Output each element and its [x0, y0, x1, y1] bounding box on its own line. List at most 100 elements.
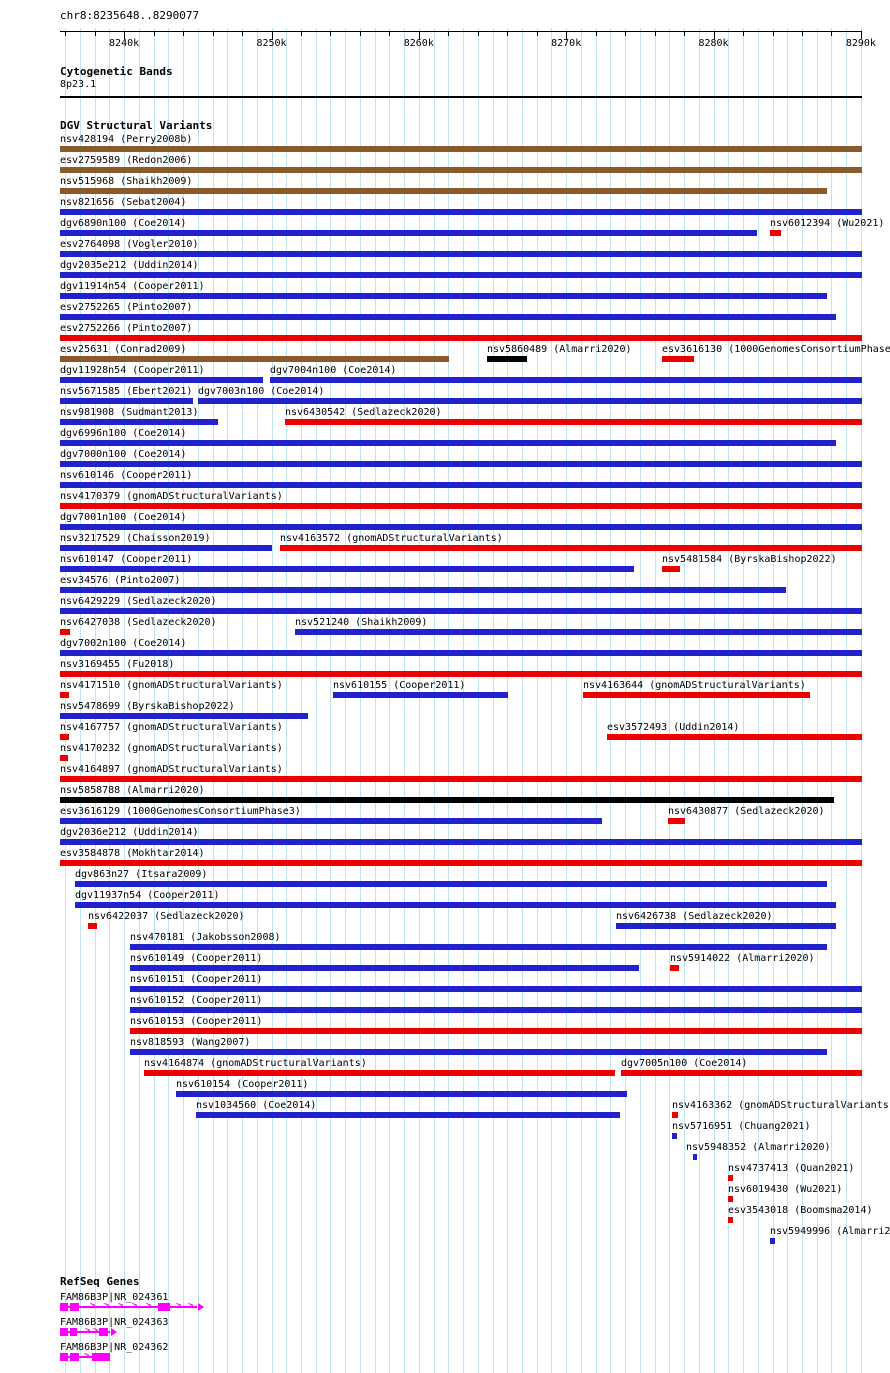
- variant-bar[interactable]: [60, 692, 69, 698]
- gene-exon[interactable]: [60, 1303, 68, 1311]
- variant-bar[interactable]: [144, 1070, 615, 1076]
- grid-line: [698, 28, 700, 1373]
- grid-line: [330, 28, 332, 1373]
- variant-bar[interactable]: [60, 398, 193, 404]
- variant-bar[interactable]: [60, 755, 68, 761]
- variant-bar[interactable]: [60, 503, 862, 509]
- variant-bar[interactable]: [60, 839, 862, 845]
- variant-bar[interactable]: [75, 902, 836, 908]
- variant-bar[interactable]: [295, 629, 862, 635]
- variant-bar[interactable]: [60, 860, 862, 866]
- variant-bar[interactable]: [198, 398, 862, 404]
- variant-bar[interactable]: [693, 1154, 697, 1160]
- variant-bar[interactable]: [60, 188, 827, 194]
- variant-bar[interactable]: [770, 1238, 775, 1244]
- variant-bar[interactable]: [60, 545, 272, 551]
- ruler-tick-major: [418, 31, 420, 39]
- variant-bar[interactable]: [130, 944, 827, 950]
- variant-bar[interactable]: [60, 356, 449, 362]
- ruler-tick-minor: [684, 31, 685, 36]
- variant-bar[interactable]: [130, 965, 639, 971]
- variant-bar[interactable]: [670, 965, 679, 971]
- variant-bar[interactable]: [60, 713, 308, 719]
- variant-bar[interactable]: [60, 314, 836, 320]
- gene-exon[interactable]: [158, 1303, 170, 1311]
- variant-bar[interactable]: [60, 440, 836, 446]
- variant-bar[interactable]: [60, 734, 69, 740]
- variant-bar[interactable]: [176, 1091, 627, 1097]
- variant-bar[interactable]: [60, 482, 862, 488]
- gene-exon[interactable]: [60, 1328, 68, 1336]
- variant-bar[interactable]: [196, 1112, 620, 1118]
- variant-label: dgv7001n100 (Coe2014): [60, 512, 187, 523]
- gene-exon[interactable]: [92, 1353, 110, 1361]
- variant-bar[interactable]: [60, 671, 862, 677]
- variant-bar[interactable]: [130, 986, 862, 992]
- variant-bar[interactable]: [60, 629, 70, 635]
- variant-bar[interactable]: [60, 797, 834, 803]
- gene-exon[interactable]: [70, 1353, 79, 1361]
- variant-bar[interactable]: [60, 587, 786, 593]
- variant-bar[interactable]: [662, 356, 694, 362]
- variant-bar[interactable]: [60, 146, 862, 152]
- variant-label: nsv610149 (Cooper2011): [130, 953, 263, 964]
- variant-bar[interactable]: [616, 923, 836, 929]
- variant-label: esv25631 (Conrad2009): [60, 344, 187, 355]
- variant-bar[interactable]: [60, 167, 862, 173]
- variant-bar[interactable]: [672, 1133, 677, 1139]
- variant-bar[interactable]: [130, 1049, 827, 1055]
- grid-line: [256, 28, 258, 1373]
- variant-bar[interactable]: [662, 566, 680, 572]
- variant-bar[interactable]: [60, 650, 862, 656]
- variant-bar[interactable]: [583, 692, 810, 698]
- variant-bar[interactable]: [280, 545, 862, 551]
- variant-bar[interactable]: [728, 1196, 733, 1202]
- variant-bar[interactable]: [60, 524, 862, 530]
- grid-line: [418, 28, 420, 1373]
- variant-label: nsv5478699 (ByrskaBishop2022): [60, 701, 235, 712]
- variant-bar[interactable]: [60, 335, 862, 341]
- variant-bar[interactable]: [60, 818, 602, 824]
- variant-bar[interactable]: [668, 818, 685, 824]
- variant-bar[interactable]: [60, 293, 827, 299]
- variant-bar[interactable]: [60, 776, 862, 782]
- variant-bar[interactable]: [621, 1070, 862, 1076]
- gene-exon[interactable]: [70, 1328, 77, 1336]
- variant-bar[interactable]: [60, 419, 218, 425]
- variant-bar[interactable]: [607, 734, 862, 740]
- variant-bar[interactable]: [88, 923, 97, 929]
- grid-line: [404, 28, 406, 1373]
- grid-line: [536, 28, 538, 1373]
- cytoband-glyph[interactable]: [60, 96, 862, 98]
- variant-bar[interactable]: [728, 1175, 733, 1181]
- variant-bar[interactable]: [60, 230, 757, 236]
- variant-bar[interactable]: [270, 377, 862, 383]
- variant-bar[interactable]: [487, 356, 527, 362]
- variant-bar[interactable]: [728, 1217, 733, 1223]
- grid-line: [639, 28, 641, 1373]
- variant-bar[interactable]: [672, 1112, 678, 1118]
- variant-bar[interactable]: [60, 251, 862, 257]
- variant-bar[interactable]: [770, 230, 781, 236]
- variant-bar[interactable]: [60, 608, 862, 614]
- variant-bar[interactable]: [60, 377, 263, 383]
- variant-bar[interactable]: [285, 419, 862, 425]
- variant-label: dgv2036e212 (Uddin2014): [60, 827, 199, 838]
- variant-bar[interactable]: [130, 1028, 862, 1034]
- variant-bar[interactable]: [130, 1007, 862, 1013]
- gene-exon[interactable]: [60, 1353, 68, 1361]
- grid-line: [625, 28, 627, 1373]
- variant-bar[interactable]: [60, 209, 862, 215]
- ruler-tick-major: [271, 31, 273, 39]
- gene-exon[interactable]: [70, 1303, 79, 1311]
- gene-exon[interactable]: [99, 1328, 108, 1336]
- variant-bar[interactable]: [75, 881, 827, 887]
- variant-bar[interactable]: [333, 692, 508, 698]
- variant-label: nsv4163362 (gnomADStructuralVariants: [672, 1100, 889, 1111]
- grid-line: [713, 28, 715, 1373]
- variant-label: nsv4737413 (Quan2021): [728, 1163, 855, 1174]
- grid-line: [197, 28, 199, 1373]
- variant-bar[interactable]: [60, 566, 634, 572]
- variant-bar[interactable]: [60, 461, 862, 467]
- variant-bar[interactable]: [60, 272, 862, 278]
